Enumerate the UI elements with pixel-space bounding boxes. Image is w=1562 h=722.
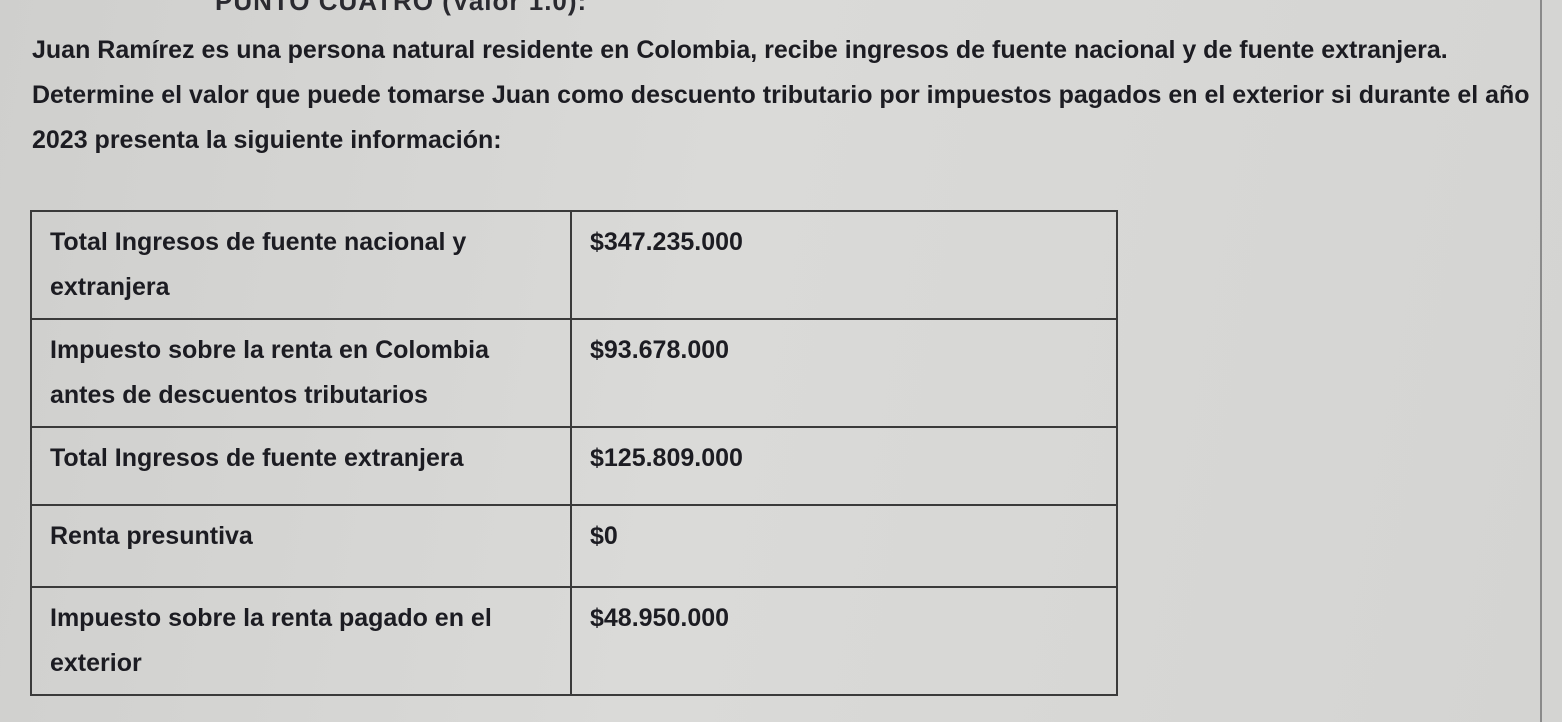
- row-label: Impuesto sobre la renta en Colombia ante…: [30, 318, 572, 428]
- row-value: $48.950.000: [570, 586, 1118, 696]
- table-row: Total Ingresos de fuente nacional y extr…: [30, 210, 1118, 320]
- row-value: $125.809.000: [570, 426, 1118, 506]
- row-label: Total Ingresos de fuente nacional y extr…: [30, 210, 572, 320]
- table-row: Renta presuntiva $0: [30, 504, 1118, 588]
- row-label: Impuesto sobre la renta pagado en el ext…: [30, 586, 572, 696]
- row-label: Total Ingresos de fuente extranjera: [30, 426, 572, 506]
- table-row: Impuesto sobre la renta en Colombia ante…: [30, 318, 1118, 428]
- row-value: $347.235.000: [570, 210, 1118, 320]
- data-table: Total Ingresos de fuente nacional y extr…: [30, 210, 1118, 696]
- table-row: Total Ingresos de fuente extranjera $125.…: [30, 426, 1118, 506]
- row-value: $93.678.000: [570, 318, 1118, 428]
- statement: Juan Ramírez es una persona natural resi…: [32, 36, 1530, 154]
- row-label: Renta presuntiva: [30, 504, 572, 588]
- table-row: Impuesto sobre la renta pagado en el ext…: [30, 586, 1118, 696]
- page-edge: [1540, 0, 1542, 722]
- heading: PUNTO CUATRO (Valor 1.0):: [215, 0, 588, 16]
- row-value: $0: [570, 504, 1118, 588]
